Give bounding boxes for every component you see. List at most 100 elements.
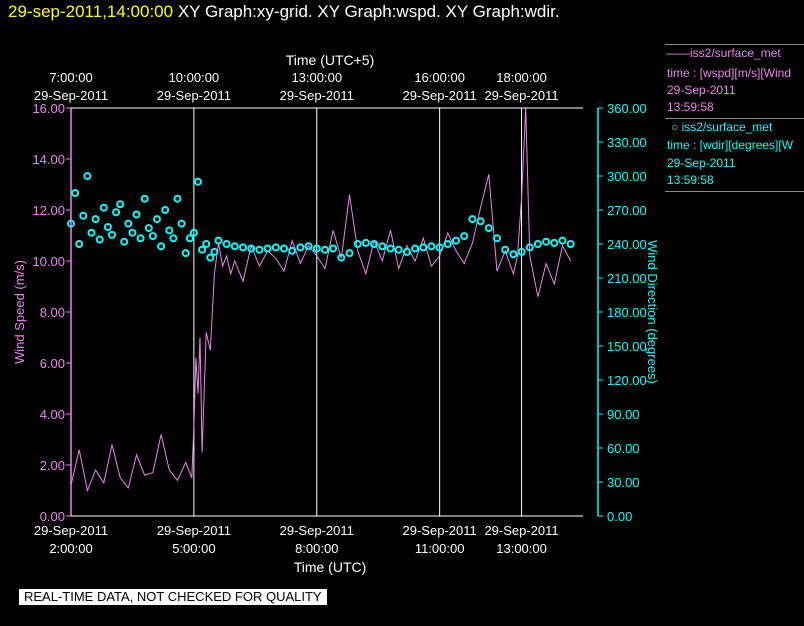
- wdir-point: [169, 234, 178, 243]
- wdir-point: [79, 211, 88, 220]
- wdir-point: [112, 208, 121, 217]
- wdir-series: [67, 172, 575, 262]
- left-tick-label: 6.00: [40, 356, 65, 371]
- grid-layer: [70, 108, 523, 516]
- top-tick-time: 13:00:00: [291, 70, 342, 85]
- wdir-point: [353, 240, 362, 248]
- wdir-point: [525, 243, 534, 252]
- wdir-point: [288, 246, 297, 255]
- wdir-point: [165, 226, 174, 235]
- legend-wdir-date: 29-Sep-2011: [667, 156, 736, 170]
- wdir-point: [198, 245, 207, 254]
- legend-wspd-name: ——iss2/surface_met: [666, 46, 781, 60]
- legend-separator: [665, 118, 804, 119]
- wdir-point: [501, 245, 510, 254]
- legend-wdir-marker-icon: ○: [671, 120, 682, 134]
- wdir-point: [517, 247, 526, 256]
- bottom-tick-date: 29-Sep-2011: [403, 523, 477, 538]
- wdir-point: [136, 234, 145, 243]
- left-tick-label: 10.00: [32, 254, 65, 269]
- bottom-tick-time: 13:00:00: [496, 541, 547, 556]
- wspd-series: [70, 107, 572, 493]
- wdir-point: [71, 189, 80, 197]
- wdir-point: [83, 172, 92, 180]
- wdir-point: [222, 240, 231, 248]
- legend-separator: [665, 191, 804, 192]
- wdir-point: [103, 223, 112, 231]
- labels-layer: 29-Sep-2011 2:00:00 29-Sep-2011 5:00:00 29-S…: [12, 52, 660, 575]
- top-tick-time: 7:00:00: [49, 70, 92, 85]
- wdir-point: [181, 249, 190, 258]
- wdir-point: [263, 244, 272, 253]
- wdir-point: [321, 245, 329, 254]
- wdir-point: [476, 217, 485, 226]
- right-tick-label: 300.00: [607, 169, 647, 184]
- wdir-point: [95, 235, 104, 244]
- legend-wdir-time: 13:59:58: [667, 173, 714, 187]
- wdir-point: [460, 232, 469, 241]
- x-axis-label-bottom: Time (UTC): [294, 559, 367, 575]
- legend-wdir-name: ○ iss2/surface_met: [671, 120, 773, 134]
- wdir-point: [173, 194, 182, 203]
- right-tick-label: 150.00: [607, 339, 647, 354]
- right-tick-label: 240.00: [607, 237, 647, 252]
- bottom-tick-time: 8:00:00: [295, 541, 338, 556]
- legend-separator: [665, 44, 804, 45]
- wdir-point: [177, 219, 186, 228]
- wdir-point: [386, 244, 395, 253]
- quality-notice: REAL-TIME DATA, NOT CHECKED FOR QUALITY: [19, 589, 327, 605]
- wdir-point: [402, 247, 411, 256]
- wdir-point: [206, 253, 215, 262]
- wdir-point: [542, 237, 551, 246]
- right-tick-label: 210.00: [607, 271, 647, 286]
- wdir-point: [120, 237, 129, 246]
- wdir-point: [394, 245, 403, 254]
- wdir-point: [361, 238, 370, 247]
- legend-wdir-desc: time : [wdir][degrees][W: [667, 138, 794, 152]
- wdir-point: [116, 200, 125, 209]
- right-tick-label: 270.00: [607, 203, 647, 218]
- wdir-point: [345, 249, 354, 258]
- wspd-line: [70, 107, 572, 493]
- header-titles: XY Graph:xy-grid. XY Graph:wspd. XY Grap…: [177, 2, 560, 21]
- wdir-point: [271, 243, 280, 252]
- wdir-point: [411, 244, 420, 253]
- wdir-point: [189, 228, 198, 237]
- bottom-tick-time: 11:00:00: [415, 541, 465, 556]
- wdir-point: [124, 219, 133, 228]
- top-tick-date: 29-Sep-2011: [484, 88, 558, 103]
- bottom-tick-time: 2:00:00: [49, 541, 92, 556]
- top-tick-date: 29-Sep-2011: [34, 88, 108, 103]
- wdir-point: [427, 242, 436, 251]
- bottom-tick-date: 29-Sep-2011: [157, 523, 231, 538]
- wdir-point: [452, 236, 460, 245]
- wdir-point: [493, 234, 501, 243]
- left-tick-label: 16.00: [32, 101, 65, 116]
- legend: ——iss2/surface_met time : [wspd][m/s][Wi…: [665, 44, 804, 192]
- left-tick-label: 12.00: [32, 203, 65, 218]
- top-tick-time: 18:00:00: [496, 70, 547, 85]
- top-tick-date: 29-Sep-2011: [403, 88, 477, 103]
- wdir-point: [157, 242, 166, 251]
- legend-wspd-time: 13:59:58: [667, 100, 714, 114]
- axes-layer: [66, 107, 603, 517]
- wdir-point: [435, 243, 444, 252]
- bottom-tick-date: 29-Sep-2011: [280, 523, 354, 538]
- left-tick-label: 2.00: [40, 458, 65, 473]
- wdir-point: [210, 247, 219, 256]
- header-timestamp: 29-sep-2011,14:00:00: [8, 2, 174, 21]
- right-tick-label: 360.00: [607, 101, 647, 116]
- right-tick-label: 0.00: [607, 509, 632, 524]
- right-tick-label: 90.00: [607, 407, 640, 422]
- wdir-point: [550, 238, 559, 247]
- wdir-point: [304, 242, 313, 251]
- right-tick-label: 330.00: [607, 135, 647, 150]
- wdir-point: [108, 230, 116, 239]
- wdir-point: [161, 206, 170, 214]
- x-axis-label-top: Time (UTC+5): [286, 52, 375, 68]
- wdir-point: [312, 244, 321, 253]
- y-axis-label-left: Wind Speed (m/s): [12, 260, 27, 364]
- wdir-point: [87, 228, 96, 237]
- left-tick-label: 4.00: [40, 407, 65, 422]
